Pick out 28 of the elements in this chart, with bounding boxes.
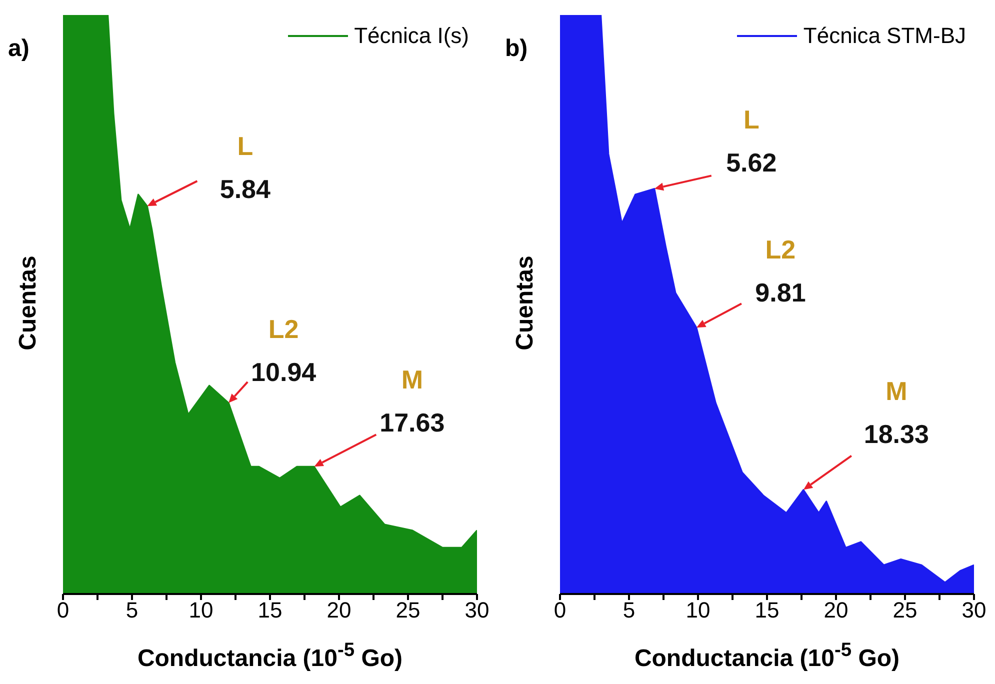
x-tick-label: 5: [126, 598, 138, 623]
x-tick-label: 25: [396, 598, 420, 623]
x-tick-label: 30: [464, 598, 490, 623]
x-tick-label: 0: [554, 598, 566, 623]
x-tick-label: 30: [962, 598, 986, 623]
y-axis-title: Cuentas: [14, 255, 41, 350]
x-tick-label: 20: [824, 598, 848, 623]
annotation: L 5.62: [726, 104, 777, 178]
annotation: L2 10.94: [251, 314, 317, 387]
x-tick-label: 0: [56, 598, 70, 623]
text: a): [8, 35, 30, 63]
x-tick-label: 10: [188, 598, 214, 623]
legend-label: Técnica STM-BJ: [803, 23, 966, 49]
text: b): [505, 35, 528, 63]
x-tick-label: 10: [686, 598, 710, 623]
annotation: L 5.84: [220, 131, 272, 204]
annotation: M 18.33: [864, 376, 929, 449]
annotation: M 17.63: [380, 364, 445, 438]
x-tick-label: 15: [754, 598, 780, 623]
x-axis-title: Conductancia (10$^{-5}$ Go): [137, 640, 403, 672]
x-tick-label: 15: [258, 598, 282, 623]
x-tick-label: 25: [892, 598, 918, 623]
legend-label: Técnica I(s): [354, 23, 469, 49]
x-axis-title: Conductancia (10$^{-5}$ Go): [634, 640, 900, 672]
x-tick-label: 20: [326, 598, 352, 623]
annotation: L2 9.81: [755, 234, 806, 308]
y-axis-title: Cuentas: [511, 255, 538, 350]
x-tick-label: 5: [622, 598, 636, 623]
